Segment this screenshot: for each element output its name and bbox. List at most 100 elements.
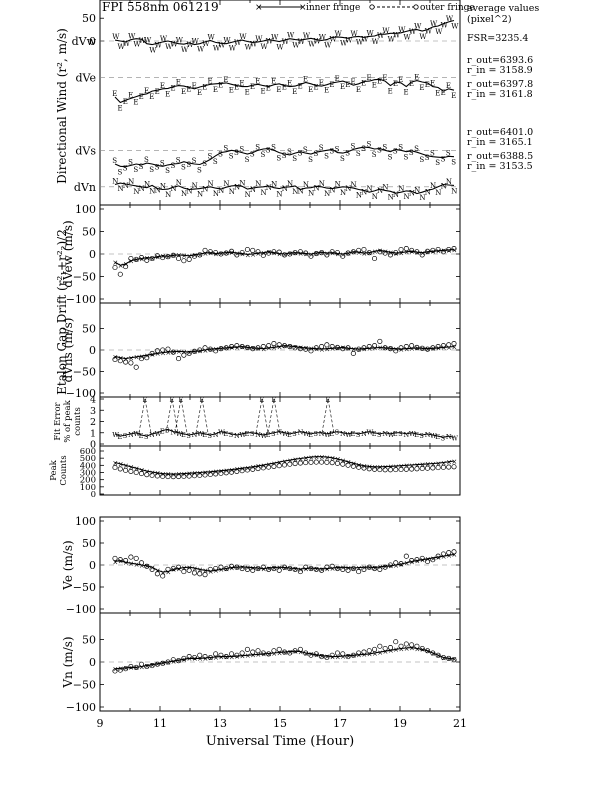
outer-fringe-point <box>440 551 446 557</box>
directional-marker: N <box>382 183 388 191</box>
outer-fringe-point <box>128 468 134 474</box>
directional-marker: S <box>335 146 340 154</box>
y-tick-label: −100 <box>66 293 96 306</box>
outer-fringe-point <box>430 247 436 253</box>
outer-fringe-point <box>334 460 341 466</box>
directional-marker: E <box>308 86 313 94</box>
outer-fringe-point <box>266 566 272 572</box>
directional-marker: W <box>308 40 316 48</box>
inner-fringe-point: × <box>451 458 457 466</box>
y-tick-label: 50 <box>82 323 96 336</box>
fit-error-line <box>114 428 455 438</box>
outer-fringe-point <box>154 253 160 259</box>
outer-fringe-point <box>350 565 356 572</box>
sub-series-label: dVs <box>75 144 96 157</box>
outer-fringe-point <box>382 345 388 351</box>
directional-marker: S <box>266 147 271 155</box>
directional-marker: S <box>245 156 250 164</box>
inner-fringe-point: × <box>425 648 431 656</box>
outer-fringe-point <box>260 465 266 471</box>
outer-fringe-point <box>382 250 388 256</box>
directional-marker: S <box>197 166 202 174</box>
fit-error-marker: W <box>239 431 246 439</box>
outer-fringe-point <box>170 349 176 355</box>
fit-error-marker: S <box>208 432 212 440</box>
y-tick-label: 400 <box>80 461 96 471</box>
inner-fringe-point: × <box>367 564 373 572</box>
inner-fringe-point: × <box>202 250 208 258</box>
directional-marker: E <box>128 91 133 99</box>
outer-fringe-point <box>329 563 335 569</box>
directional-marker: E <box>261 88 266 96</box>
fit-error-marker: W <box>176 430 183 438</box>
inner-fringe-point: × <box>330 249 336 257</box>
outer-fringe-point <box>324 252 330 258</box>
inner-fringe-point: × <box>139 255 145 263</box>
fit-error-marker: W <box>388 431 395 439</box>
directional-marker: E <box>234 84 239 92</box>
outer-fringe-point <box>228 344 235 350</box>
directional-marker: W <box>149 47 157 55</box>
directional-marker: S <box>208 152 213 160</box>
outer-fringe-point <box>117 557 123 563</box>
x-tick-label: 11 <box>153 717 167 730</box>
y-tick-label: 600 <box>80 447 96 457</box>
directional-marker: E <box>192 82 197 90</box>
outer-fringe-point <box>255 565 261 572</box>
inner-fringe-point: × <box>128 664 134 672</box>
outer-fringe-point <box>170 657 176 663</box>
directional-marker: S <box>324 152 329 160</box>
inner-fringe-point: × <box>356 652 362 660</box>
inner-fringe-point: × <box>314 346 320 354</box>
directional-marker: N <box>165 191 171 199</box>
outer-fringe-point <box>266 250 272 256</box>
y-tick-label: 0 <box>90 440 96 451</box>
outer-fringe-point <box>451 340 457 347</box>
outer-fringe-point <box>176 255 182 262</box>
directional-marker: E <box>176 79 181 87</box>
inner-fringe-point: × <box>255 565 261 573</box>
outer-fringe-point <box>154 661 160 667</box>
directional-marker: N <box>430 182 436 190</box>
inner-fringe-point: × <box>134 664 140 672</box>
directional-marker: W <box>117 43 125 51</box>
directional-marker: E <box>372 82 377 90</box>
inner-fringe-point: × <box>165 568 171 576</box>
inner-fringe-point: × <box>361 346 367 354</box>
directional-marker: N <box>117 185 123 193</box>
outer-fringe-point <box>112 555 118 561</box>
outer-fringe-point <box>123 666 129 672</box>
inner-fringe-point: × <box>388 463 394 471</box>
directional-marker: S <box>435 159 440 167</box>
outer-fringe-point <box>250 649 256 655</box>
outer-fringe-point <box>435 465 441 471</box>
sub-series-label: dVe <box>76 71 97 84</box>
directional-marker: E <box>133 99 138 107</box>
outer-fringe-point <box>393 348 399 354</box>
outer-fringe-point <box>340 346 346 352</box>
inner-fringe-point: × <box>197 348 203 356</box>
inner-fringe-point: × <box>229 653 235 661</box>
directional-marker: W <box>165 43 173 51</box>
outer-fringe-point <box>387 467 393 473</box>
inner-fringe-point: × <box>420 461 426 469</box>
directional-marker: S <box>255 143 260 151</box>
directional-marker: N <box>197 191 203 199</box>
outer-fringe-point <box>297 249 303 255</box>
inner-fringe-point: × <box>192 252 198 260</box>
outer-fringe-point <box>234 252 240 258</box>
directional-marker: W <box>451 23 459 31</box>
inner-fringe-point: × <box>356 249 362 257</box>
fit-error-spike-marker: E <box>170 396 175 404</box>
side-labels: FSR=3235.4 r_out=6393.6 r_in = 3158.9 r_… <box>467 33 533 172</box>
fit-error-marker: N <box>234 432 240 440</box>
outer-fringe-point <box>266 343 272 349</box>
outer-fringe-point <box>197 347 203 353</box>
fit-error-spike <box>267 398 281 433</box>
outer-fringe-point <box>414 557 420 563</box>
outer-fringe-point <box>366 466 372 472</box>
fit-error-marker: E <box>160 428 165 436</box>
fit-error-marker: S <box>229 431 233 439</box>
